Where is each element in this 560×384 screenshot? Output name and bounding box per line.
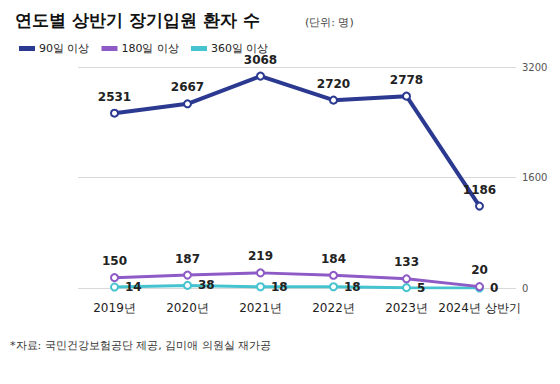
svg-text:0: 0 <box>522 283 528 294</box>
svg-text:2667: 2667 <box>171 80 204 94</box>
svg-text:18: 18 <box>344 280 361 294</box>
svg-text:2778: 2778 <box>390 73 423 87</box>
svg-text:18: 18 <box>271 280 288 294</box>
svg-text:2023년: 2023년 <box>385 301 428 315</box>
svg-text:14: 14 <box>125 280 142 294</box>
svg-text:2024년 상반기: 2024년 상반기 <box>438 301 520 315</box>
svg-text:2531: 2531 <box>98 90 131 104</box>
svg-text:180일 이상: 180일 이상 <box>121 42 179 55</box>
svg-text:3200: 3200 <box>522 62 547 73</box>
svg-text:3068: 3068 <box>244 53 277 67</box>
svg-text:187: 187 <box>175 252 200 266</box>
svg-text:150: 150 <box>102 254 127 268</box>
svg-text:0: 0 <box>490 281 498 295</box>
svg-text:*자료: 국민건강보험공단 제공, 김미애 의원실 재가공: *자료: 국민건강보험공단 제공, 김미애 의원실 재가공 <box>10 339 271 352</box>
svg-text:38: 38 <box>198 278 215 292</box>
svg-text:184: 184 <box>321 252 346 266</box>
svg-text:90일 이상: 90일 이상 <box>39 42 90 55</box>
svg-text:1186: 1186 <box>463 183 496 197</box>
svg-text:20: 20 <box>471 263 488 277</box>
svg-text:360일 이상: 360일 이상 <box>211 42 269 55</box>
svg-text:133: 133 <box>394 255 419 269</box>
svg-text:219: 219 <box>248 249 273 263</box>
svg-text:2019년: 2019년 <box>93 301 136 315</box>
svg-text:1600: 1600 <box>522 172 547 183</box>
svg-text:2020년: 2020년 <box>166 301 209 315</box>
svg-text:(단위: 명): (단위: 명) <box>305 16 354 29</box>
svg-text:연도별 상반기 장기입원 환자 수: 연도별 상반기 장기입원 환자 수 <box>15 10 260 30</box>
svg-text:5: 5 <box>417 281 425 295</box>
svg-text:2022년: 2022년 <box>312 301 355 315</box>
svg-text:2720: 2720 <box>317 77 350 91</box>
svg-text:2021년: 2021년 <box>239 301 282 315</box>
